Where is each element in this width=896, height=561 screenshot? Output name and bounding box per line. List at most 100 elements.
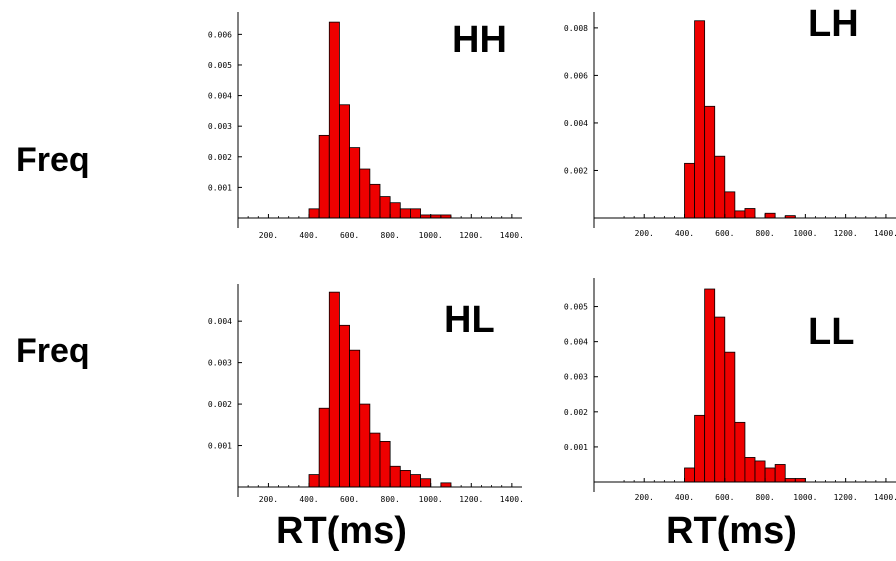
panel-title: LL — [808, 311, 854, 353]
bar — [684, 467, 695, 483]
x-tick-label: 400. — [675, 493, 694, 502]
bar — [349, 349, 361, 488]
x-tick-label: 200. — [635, 229, 654, 238]
y-tick-label: 0.004 — [564, 119, 588, 128]
bar — [754, 460, 766, 483]
bar — [714, 155, 726, 219]
y-tick-label: 0.002 — [564, 408, 588, 417]
y-tick-label: 0.008 — [564, 24, 588, 33]
x-tick-label: 600. — [715, 229, 734, 238]
x-tick-label: 400. — [299, 495, 318, 504]
bar — [744, 457, 756, 483]
bar — [764, 467, 776, 483]
x-tick-label: 400. — [675, 229, 694, 238]
bar — [420, 478, 432, 488]
bar — [308, 474, 320, 488]
bar — [328, 291, 340, 488]
panel-title: LH — [808, 3, 859, 45]
x-tick-label: 800. — [755, 493, 774, 502]
x-tick-label: 200. — [259, 495, 278, 504]
bar — [399, 208, 411, 219]
bar — [339, 324, 350, 488]
x-tick-label: 800. — [755, 229, 774, 238]
bar — [339, 104, 350, 219]
freq-label-bottom: Freq — [16, 332, 90, 370]
bar — [349, 147, 361, 219]
x-tick-label: 1000. — [793, 493, 817, 502]
histogram-hh: 200. 400. 600. 800. 1000. 1200. 1400. 0.001 0.00… — [208, 12, 524, 240]
bar — [440, 482, 452, 488]
bar — [359, 403, 371, 488]
y-tick-label: 0.004 — [208, 92, 232, 101]
bar — [734, 421, 746, 483]
y-tick-label: 0.003 — [564, 373, 588, 382]
x-tick-label: 1200. — [834, 493, 858, 502]
x-tick-label: 600. — [340, 495, 359, 504]
bar — [379, 196, 391, 219]
x-tick-label: 600. — [715, 493, 734, 502]
freq-label-top: Freq — [16, 141, 90, 179]
x-tick-label: 1200. — [834, 229, 858, 238]
y-tick-label: 0.002 — [208, 153, 232, 162]
x-tick-label: 1000. — [419, 231, 443, 240]
bar — [410, 208, 421, 219]
bar — [774, 464, 786, 483]
x-tick-label: 1400. — [500, 231, 524, 240]
bar — [784, 478, 796, 483]
histogram-lh: 200. 400. 600. 800. 1000. 1200. 1400. 0.002 0.00… — [564, 3, 896, 238]
panel-title: HH — [452, 19, 507, 61]
y-tick-label: 0.001 — [208, 442, 232, 451]
x-tick-label: 200. — [259, 231, 278, 240]
bar — [369, 183, 381, 219]
bar — [724, 351, 736, 483]
rt-label-right: RT(ms) — [666, 510, 797, 552]
y-tick-label: 0.003 — [208, 122, 232, 131]
bar — [318, 407, 330, 488]
y-tick-label: 0.004 — [208, 317, 232, 326]
x-tick-label: 1400. — [874, 493, 896, 502]
bar — [684, 162, 695, 219]
y-tick-label: 0.001 — [564, 443, 588, 452]
x-tick-label: 1400. — [500, 495, 524, 504]
x-tick-label: 200. — [635, 493, 654, 502]
bar — [389, 465, 401, 488]
bar — [794, 478, 806, 483]
bar — [694, 414, 706, 483]
x-tick-label: 600. — [340, 231, 359, 240]
bar — [328, 21, 340, 219]
y-tick-label: 0.006 — [564, 71, 588, 80]
panel-title: HL — [444, 299, 495, 341]
y-tick-label: 0.003 — [208, 359, 232, 368]
bar — [308, 208, 320, 219]
x-tick-label: 1200. — [459, 495, 483, 504]
y-tick-label: 0.005 — [564, 303, 588, 312]
x-tick-label: 400. — [299, 231, 318, 240]
y-tick-label: 0.004 — [564, 338, 588, 347]
bar — [379, 440, 391, 488]
x-tick-label: 800. — [381, 231, 400, 240]
bar — [704, 288, 716, 483]
bar — [714, 316, 726, 483]
bar — [389, 202, 401, 219]
y-tick-label: 0.005 — [208, 61, 232, 70]
rt-label-left: RT(ms) — [276, 510, 407, 552]
bar — [399, 470, 411, 488]
histogram-hl: 200. 400. 600. 800. 1000. 1200. 1400. 0.001 0.00… — [208, 284, 524, 504]
y-tick-label: 0.002 — [564, 166, 588, 175]
bar — [369, 432, 381, 488]
bar — [694, 20, 706, 219]
y-tick-label: 0.006 — [208, 30, 232, 39]
bar — [359, 168, 371, 219]
x-tick-label: 1200. — [459, 231, 483, 240]
bar — [704, 105, 716, 219]
bar — [734, 210, 746, 219]
bar — [410, 474, 421, 488]
y-tick-label: 0.001 — [208, 183, 232, 192]
x-tick-label: 1000. — [419, 495, 443, 504]
x-tick-label: 800. — [381, 495, 400, 504]
bar — [318, 134, 330, 219]
y-tick-label: 0.002 — [208, 400, 232, 409]
x-tick-label: 1000. — [793, 229, 817, 238]
bar — [764, 212, 776, 219]
histogram-ll: 200. 400. 600. 800. 1000. 1200. 1400. 0.001 0.00… — [564, 278, 896, 502]
